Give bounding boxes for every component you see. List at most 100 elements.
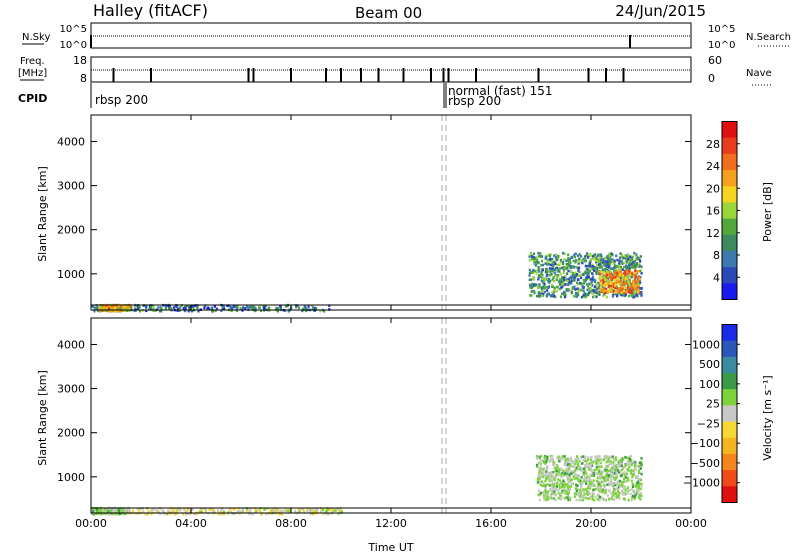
data-cell	[567, 465, 570, 469]
data-cell	[632, 284, 635, 288]
data-cell	[267, 306, 271, 310]
data-cell	[623, 497, 626, 501]
data-cell	[542, 468, 545, 472]
data-cell	[544, 460, 547, 464]
data-cell	[543, 277, 546, 280]
colorbar-segment	[722, 186, 737, 203]
data-cell	[546, 496, 549, 499]
data-cell	[615, 254, 618, 258]
data-cell	[550, 492, 553, 496]
data-cell	[186, 509, 189, 512]
data-cell	[340, 510, 343, 513]
data-cell	[145, 304, 148, 308]
data-cell	[547, 279, 550, 283]
data-cell	[537, 255, 540, 258]
data-cell	[626, 476, 629, 480]
data-cell	[563, 295, 567, 299]
data-cell	[553, 288, 556, 292]
data-cell	[222, 305, 225, 309]
data-cell	[549, 294, 552, 297]
data-cell	[615, 476, 618, 479]
data-cell	[554, 493, 557, 497]
data-cell	[187, 309, 190, 313]
data-cell	[589, 259, 592, 263]
data-cell	[597, 455, 600, 458]
data-cell	[619, 485, 622, 489]
data-cell	[285, 508, 288, 512]
data-cell	[569, 261, 572, 265]
data-cell	[614, 281, 617, 285]
data-cell	[93, 306, 96, 310]
data-cell	[607, 474, 610, 477]
data-cell	[553, 260, 556, 264]
data-cell	[600, 487, 603, 491]
data-cell	[559, 491, 562, 495]
data-cell	[558, 279, 561, 283]
data-cell	[605, 460, 608, 464]
data-cell	[595, 272, 598, 275]
data-cell	[555, 253, 558, 257]
data-cell	[539, 465, 542, 468]
data-cell	[614, 291, 618, 294]
data-cell	[553, 254, 556, 257]
data-cell	[581, 455, 584, 459]
y-tick-label: 1000	[57, 268, 85, 281]
data-cell	[629, 273, 632, 276]
data-cell	[616, 269, 619, 273]
data-cell	[629, 492, 632, 496]
data-cell	[547, 258, 551, 262]
data-cell	[569, 479, 572, 482]
data-cell	[597, 253, 600, 256]
data-cell	[588, 478, 591, 482]
data-cell	[631, 272, 634, 275]
data-cell	[607, 258, 610, 262]
data-cell	[630, 286, 633, 289]
data-cell	[616, 496, 619, 499]
data-cell	[542, 470, 545, 474]
data-cell	[564, 458, 567, 461]
data-cell	[561, 251, 565, 255]
y-tick-label: 2000	[57, 427, 85, 440]
data-cell	[639, 255, 642, 258]
data-cell	[545, 274, 548, 278]
data-cell	[573, 278, 576, 282]
data-cell	[594, 495, 597, 499]
data-cell	[596, 498, 599, 501]
data-cell	[594, 455, 597, 459]
data-cell	[575, 295, 578, 298]
data-cell	[538, 267, 541, 271]
data-cell	[567, 281, 570, 285]
data-cell	[641, 464, 644, 468]
data-cell	[613, 279, 616, 283]
data-cell	[584, 295, 588, 299]
noise-panel: N.Sky 10^5 10^0 10^5 10^0 N.Search	[22, 22, 791, 51]
data-cell	[314, 508, 317, 511]
data-cell	[634, 276, 637, 280]
data-cell	[263, 306, 266, 309]
data-cell	[609, 252, 612, 256]
data-cell	[543, 287, 546, 290]
data-cell	[586, 288, 589, 292]
x-tick-label: 04:00	[175, 517, 207, 530]
data-cell	[570, 456, 573, 460]
data-cell	[545, 293, 549, 297]
freq-label: Freq.	[20, 56, 45, 67]
data-cell	[603, 292, 606, 296]
data-cell	[281, 509, 284, 513]
data-cell	[127, 307, 130, 311]
data-cell	[633, 260, 636, 263]
data-cell	[603, 479, 606, 482]
data-cell	[567, 479, 570, 483]
data-cell	[578, 253, 581, 256]
data-cell	[637, 285, 640, 288]
data-cell	[547, 253, 550, 257]
data-cell	[604, 455, 607, 458]
data-cell	[606, 478, 609, 482]
data-cell	[596, 263, 599, 267]
data-cell	[146, 512, 149, 516]
data-cell	[330, 508, 333, 512]
data-cell	[575, 460, 578, 463]
data-cell	[563, 258, 566, 261]
x-tick-label: 16:00	[475, 517, 507, 530]
data-cell	[593, 269, 596, 272]
